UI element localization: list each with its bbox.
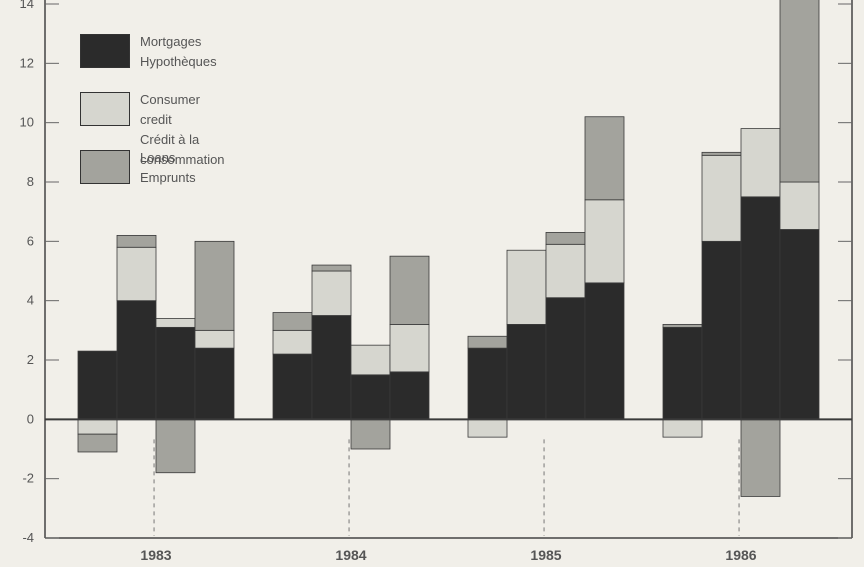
bar-loans bbox=[350, 418, 391, 450]
y-tick-label: 2 bbox=[27, 352, 34, 367]
bar-loans bbox=[740, 418, 781, 497]
y-tick-label: -4 bbox=[22, 530, 34, 545]
legend-label-en: Loans bbox=[140, 150, 176, 165]
bar-mortgages bbox=[584, 282, 625, 420]
bar-consumer-credit bbox=[506, 249, 547, 325]
legend-label-fr: Hypothèques bbox=[140, 54, 217, 69]
bar-loans bbox=[584, 116, 625, 201]
bar-consumer-credit bbox=[194, 329, 235, 349]
bar-mortgages bbox=[194, 347, 235, 420]
bar-consumer-credit bbox=[272, 329, 313, 355]
bar-mortgages bbox=[389, 371, 430, 420]
y-tick-label: -2 bbox=[22, 471, 34, 486]
y-tick-label: 0 bbox=[27, 411, 34, 426]
legend-swatch-loans bbox=[80, 150, 130, 184]
legend-label-consumer-credit: Consumer credit Crédit à la consommation bbox=[140, 90, 225, 170]
bar-consumer-credit bbox=[740, 128, 781, 198]
bar-loans bbox=[116, 234, 157, 248]
bar-consumer-credit bbox=[584, 199, 625, 284]
bar-mortgages bbox=[350, 374, 391, 420]
x-tick-label: 1985 bbox=[530, 547, 561, 563]
bar-mortgages bbox=[467, 347, 508, 420]
bar-loans bbox=[311, 264, 352, 272]
bar-mortgages bbox=[662, 326, 703, 420]
y-tick-label: 4 bbox=[27, 293, 34, 308]
bar-mortgages bbox=[545, 297, 586, 420]
x-tick-label: 1984 bbox=[335, 547, 366, 563]
x-tick-label: 1986 bbox=[725, 547, 756, 563]
legend-swatch-consumer-credit bbox=[80, 92, 130, 126]
bar-mortgages bbox=[77, 350, 118, 420]
bar-loans bbox=[194, 240, 235, 331]
bar-consumer-credit bbox=[155, 318, 196, 328]
bar-consumer-credit bbox=[116, 246, 157, 302]
bar-loans bbox=[467, 335, 508, 349]
bar-consumer-credit bbox=[662, 418, 703, 438]
legend-label-en: Mortgages bbox=[140, 34, 202, 49]
y-tick-label: 8 bbox=[27, 174, 34, 189]
y-tick-label: 10 bbox=[20, 115, 34, 130]
bar-loans bbox=[662, 323, 703, 328]
bar-mortgages bbox=[701, 240, 742, 420]
x-tick-label: 1983 bbox=[140, 547, 171, 563]
legend-label-fr: Emprunts bbox=[140, 170, 196, 185]
bar-consumer-credit bbox=[311, 270, 352, 316]
bar-consumer-credit bbox=[350, 344, 391, 376]
bar-mortgages bbox=[155, 326, 196, 420]
bar-consumer-credit bbox=[389, 323, 430, 373]
bar-mortgages bbox=[740, 196, 781, 420]
legend-label-mortgages: Mortgages Hypothèques bbox=[140, 32, 217, 72]
y-tick-label: 6 bbox=[27, 233, 34, 248]
bar-mortgages bbox=[311, 315, 352, 420]
legend-label-fr: Crédit à la consommation bbox=[140, 132, 225, 167]
legend-label-en: Consumer credit bbox=[140, 92, 200, 127]
bar-loans bbox=[77, 433, 118, 453]
legend-swatch-mortgages bbox=[80, 34, 130, 68]
bar-consumer-credit bbox=[701, 154, 742, 242]
bar-mortgages bbox=[272, 353, 313, 420]
bar-consumer-credit bbox=[467, 418, 508, 438]
y-tick-label: 12 bbox=[20, 55, 34, 70]
bar-loans bbox=[779, 0, 820, 183]
bar-loans bbox=[272, 312, 313, 331]
bar-loans bbox=[545, 232, 586, 245]
bar-mortgages bbox=[779, 229, 820, 420]
bar-consumer-credit bbox=[779, 181, 820, 230]
bar-mortgages bbox=[116, 300, 157, 420]
bar-loans bbox=[389, 255, 430, 325]
bar-consumer-credit bbox=[77, 418, 118, 435]
bar-mortgages bbox=[506, 323, 547, 420]
bar-loans bbox=[701, 151, 742, 156]
bar-consumer-credit bbox=[545, 243, 586, 299]
bar-loans bbox=[155, 418, 196, 474]
y-tick-label: 14 bbox=[20, 0, 34, 11]
legend-label-loans: Loans Emprunts bbox=[140, 148, 196, 188]
